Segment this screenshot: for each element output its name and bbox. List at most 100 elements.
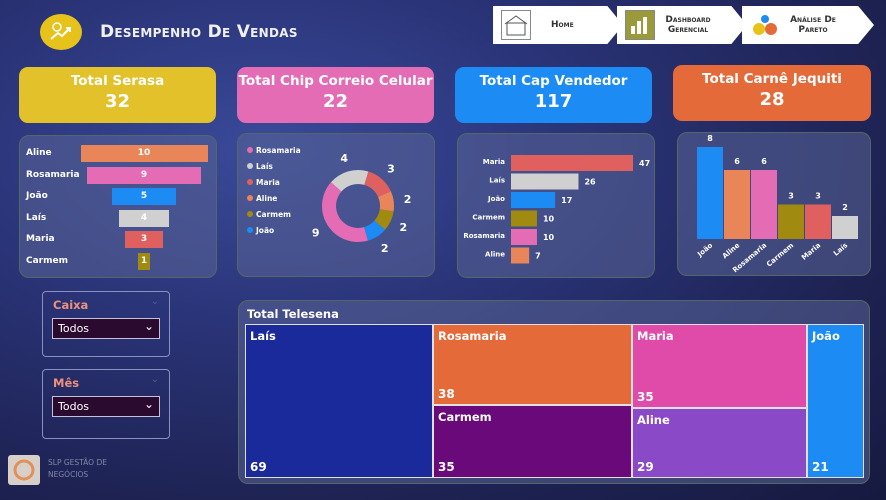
hbar-value: 10: [543, 215, 555, 224]
hbar-bar[interactable]: [511, 173, 579, 190]
legend-label: Maria: [256, 178, 280, 187]
legend-marker: [247, 195, 253, 201]
funnel-label: Carmem: [26, 255, 68, 266]
funnel-bar[interactable]: 4: [118, 209, 170, 227]
donut-slice[interactable]: [364, 171, 391, 197]
vbar-bar[interactable]: [724, 170, 750, 239]
treemap-cell[interactable]: Maria 35: [632, 324, 807, 408]
funnel-label: Rosamaria: [26, 169, 80, 180]
cell-label: Rosamaria: [438, 329, 507, 343]
kpi-total-chip: Total Chip Correio Celular 22: [237, 67, 434, 123]
pareto-icon: [750, 10, 780, 40]
legend-label: Rosamaria: [256, 146, 301, 155]
donut-label: 2: [404, 193, 412, 206]
cell-value: 69: [250, 460, 267, 474]
legend-label: Carmem: [256, 210, 291, 219]
donut-slice[interactable]: [330, 170, 369, 192]
kpi-title: Total Cap Vendedor: [479, 73, 628, 89]
kpi-title: Total Serasa: [70, 73, 165, 89]
treemap-cell[interactable]: Aline 29: [632, 408, 807, 478]
cell-value: 38: [438, 387, 455, 401]
treemap-cell[interactable]: Rosamaria 38: [433, 324, 632, 405]
hbar-label: Laís: [489, 177, 505, 185]
cell-label: Maria: [637, 329, 674, 343]
hbar-chart-panel: Maria 47 Laís 26 João 17 Carmem 10 Rosamaria 10 Al…: [457, 133, 655, 278]
cell-label: João: [812, 329, 840, 343]
treemap-cell[interactable]: Laís 69: [245, 324, 433, 478]
nav-pareto-button[interactable]: Análise De Pareto: [742, 6, 874, 44]
funnel-label: Laís: [26, 212, 47, 223]
legend-marker: [247, 147, 253, 153]
donut-label: 3: [387, 162, 395, 175]
mes-filter: Mês ⌄ Todos ⌄: [42, 369, 170, 439]
vbar-bar[interactable]: [751, 170, 777, 239]
hbar-label: Carmem: [472, 214, 505, 222]
funnel-label: Aline: [26, 148, 52, 158]
funnel-label: Maria: [26, 234, 55, 244]
funnel-bar[interactable]: 10: [80, 145, 208, 162]
treemap-cell[interactable]: João 21: [807, 324, 864, 478]
cell-value: 35: [637, 390, 654, 404]
hbar-label: Aline: [485, 251, 505, 259]
mes-select[interactable]: Todos ⌄: [52, 396, 160, 417]
funnel-bar[interactable]: 5: [112, 188, 176, 205]
donut-slice[interactable]: [322, 182, 368, 242]
hbar-bar[interactable]: [511, 247, 530, 264]
select-value: Todos: [58, 400, 90, 413]
donut-label: 9: [312, 227, 320, 240]
vbar-label: Maria: [800, 241, 822, 262]
funnel-chart-panel: Aline 10 Rosamaria 9 João 5 Laís 4 Maria 3 Carmem 1: [19, 135, 217, 278]
hbar-bar[interactable]: [511, 229, 537, 245]
hbar-value: 47: [639, 159, 650, 168]
hbar-bar[interactable]: [511, 192, 556, 208]
caixa-select[interactable]: Todos ⌄: [52, 318, 160, 339]
hbar-bar[interactable]: [511, 210, 537, 227]
vbar-bar[interactable]: [832, 216, 858, 239]
nav-home-button[interactable]: Home: [493, 6, 623, 44]
kpi-total-carne: Total Carnê Jequiti 28: [673, 65, 871, 121]
vbar-value: 8: [707, 134, 713, 143]
hbar-label: Rosamaria: [463, 232, 505, 240]
chevron-down-icon[interactable]: ⌄: [150, 296, 159, 307]
chevron-down-icon[interactable]: ⌄: [150, 374, 159, 385]
chevron-down-icon: ⌄: [143, 319, 154, 333]
treemap-cell[interactable]: Carmem 35: [433, 405, 632, 478]
kpi-total-serasa: Total Serasa 32: [19, 67, 216, 123]
cell-value: 21: [812, 460, 829, 474]
kpi-value: 28: [759, 89, 785, 110]
nav-dashboard-button[interactable]: Dashboard Gerencial: [617, 6, 747, 44]
hbar-bar[interactable]: [511, 155, 633, 171]
vbar-chart-panel: 8 João 6 Aline 6 Rosamaria 3 Carmem 3 Maria 2 Laís: [677, 132, 871, 276]
hbar-chart: Maria 47 Laís 26 João 17 Carmem 10 Rosamaria 10 Al…: [463, 155, 650, 264]
vbar-value: 3: [815, 192, 821, 201]
hbar-value: 10: [543, 233, 555, 242]
vbar-bar[interactable]: [805, 204, 831, 240]
select-value: Todos: [58, 322, 90, 335]
legend-marker: [247, 211, 253, 217]
vbar-bar[interactable]: [778, 204, 804, 240]
chevron-down-icon: ⌄: [143, 397, 154, 411]
nav-dashboard-label: Dashboard Gerencial: [665, 15, 711, 35]
cell-value: 35: [438, 460, 455, 474]
vbar-value: 2: [842, 203, 848, 212]
funnel-bar[interactable]: 9: [86, 166, 202, 184]
cycle-icon: [13, 459, 35, 481]
cell-label: Laís: [250, 329, 276, 343]
funnel-bar[interactable]: 3: [124, 231, 164, 248]
donut-label: 2: [400, 221, 408, 234]
page-title: Desempenho De Vendas: [100, 22, 298, 42]
house-icon: [501, 10, 531, 40]
treemap-title: Total Telesena: [247, 307, 339, 321]
company-logo: [8, 455, 40, 485]
funnel-label: João: [26, 191, 48, 201]
vbar-bar[interactable]: [697, 147, 723, 239]
hbar-value: 7: [535, 252, 541, 261]
donut-slice[interactable]: [374, 209, 394, 230]
funnel-bar[interactable]: 1: [137, 252, 151, 270]
donut-slice[interactable]: [378, 191, 394, 212]
vbar-value: 6: [734, 157, 740, 166]
company-name: SLP GESTÃO DE NEGÓCIOS: [48, 458, 107, 479]
donut-slice[interactable]: [364, 220, 386, 241]
hbar-label: João: [487, 195, 505, 203]
